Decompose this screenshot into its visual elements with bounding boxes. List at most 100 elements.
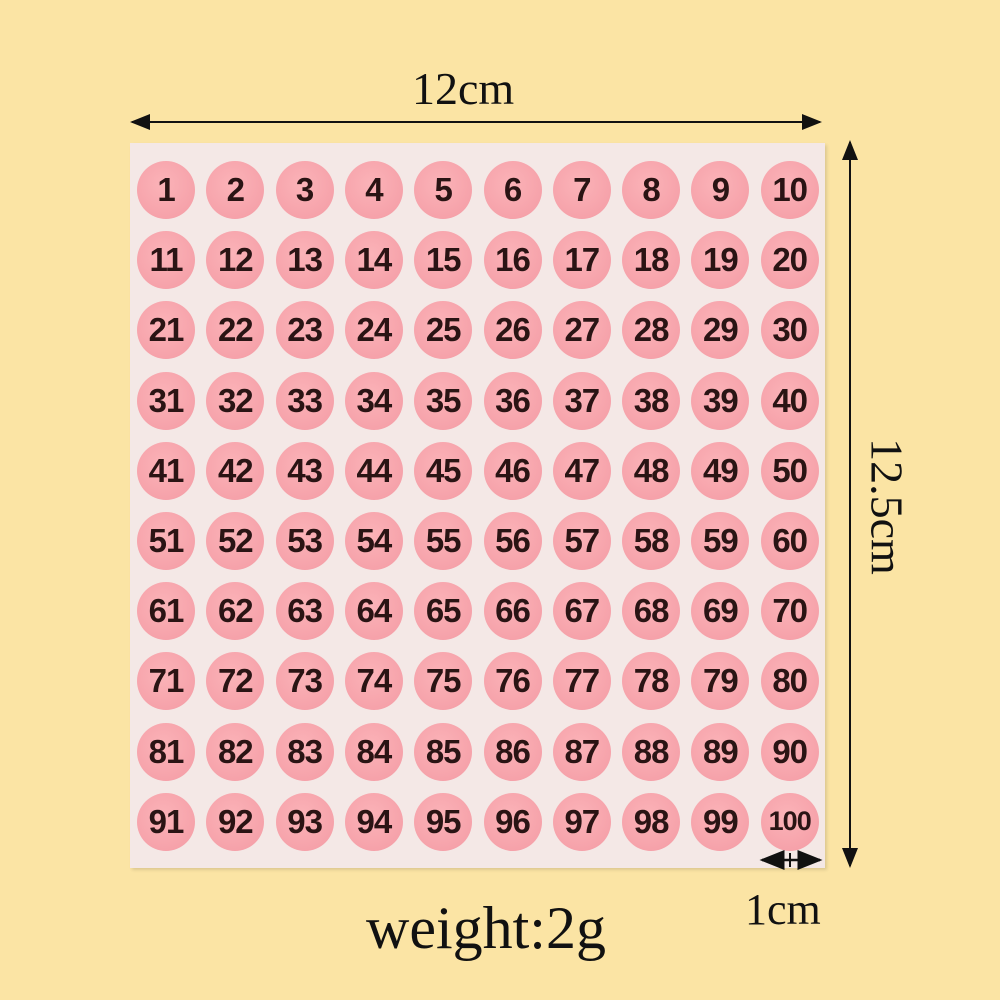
sticker-91: 91: [137, 792, 195, 851]
sticker-87: 87: [552, 722, 611, 781]
sticker-32: 32: [206, 371, 265, 430]
sticker-85: 85: [414, 722, 473, 781]
sticker-34: 34: [344, 371, 403, 430]
sticker-19: 19: [691, 231, 750, 290]
sticker-79: 79: [691, 652, 750, 711]
sticker-36: 36: [483, 371, 542, 430]
sticker-35: 35: [414, 371, 473, 430]
sticker-1: 1: [137, 161, 195, 219]
sticker-39: 39: [691, 371, 750, 430]
sticker-86: 86: [483, 722, 542, 781]
sticker-72: 72: [206, 652, 265, 711]
sticker-47: 47: [552, 441, 611, 500]
sticker-33: 33: [275, 371, 334, 430]
sticker-98: 98: [622, 792, 681, 851]
sticker-57: 57: [552, 512, 611, 570]
sticker-63: 63: [275, 582, 334, 641]
sticker-84: 84: [344, 722, 403, 781]
sticker-16: 16: [483, 231, 542, 290]
sticker-56: 56: [483, 512, 542, 570]
sticker-6: 6: [483, 161, 542, 219]
sticker-15: 15: [414, 231, 473, 290]
sticker-49: 49: [691, 441, 750, 500]
sticker-24: 24: [344, 301, 403, 360]
sticker-83: 83: [275, 722, 334, 781]
height-label: 12.5cm: [861, 438, 913, 575]
sticker-81: 81: [137, 722, 195, 781]
sticker-92: 92: [206, 792, 265, 851]
sticker-41: 41: [137, 441, 195, 500]
sticker-69: 69: [691, 582, 750, 641]
sticker-31: 31: [137, 371, 195, 430]
sticker-78: 78: [622, 652, 681, 711]
sticker-95: 95: [414, 792, 473, 851]
sticker-89: 89: [691, 722, 750, 781]
sticker-12: 12: [206, 231, 265, 290]
sticker-75: 75: [414, 652, 473, 711]
sticker-68: 68: [622, 582, 681, 641]
sticker-60: 60: [760, 512, 819, 570]
sticker-54: 54: [344, 512, 403, 570]
sticker-74: 74: [344, 652, 403, 711]
sticker-18: 18: [622, 231, 681, 290]
sticker-23: 23: [275, 301, 334, 360]
sticker-90: 90: [760, 722, 819, 781]
sticker-5: 5: [414, 161, 473, 219]
sticker-73: 73: [275, 652, 334, 711]
sticker-94: 94: [344, 792, 403, 851]
sticker-71: 71: [137, 652, 195, 711]
weight-label: weight:2g: [366, 895, 606, 961]
sticker-38: 38: [622, 371, 681, 430]
sticker-14: 14: [344, 231, 403, 290]
sticker-44: 44: [344, 441, 403, 500]
sticker-82: 82: [206, 722, 265, 781]
sticker-46: 46: [483, 441, 542, 500]
sticker-29: 29: [691, 301, 750, 360]
sticker-97: 97: [552, 792, 611, 851]
sticker-99: 99: [691, 792, 750, 851]
sticker-40: 40: [760, 371, 819, 430]
sticker-10: 10: [760, 161, 819, 219]
sticker-11: 11: [137, 231, 195, 290]
sticker-61: 61: [137, 582, 195, 641]
sticker-30: 30: [760, 301, 819, 360]
sticker-67: 67: [552, 582, 611, 641]
sticker-65: 65: [414, 582, 473, 641]
sticker-21: 21: [137, 301, 195, 360]
sticker-53: 53: [275, 512, 334, 570]
sticker-4: 4: [344, 161, 403, 219]
sticker-17: 17: [552, 231, 611, 290]
sticker-58: 58: [622, 512, 681, 570]
sticker-28: 28: [622, 301, 681, 360]
sticker-42: 42: [206, 441, 265, 500]
sticker-45: 45: [414, 441, 473, 500]
sticker-66: 66: [483, 582, 542, 641]
sticker-80: 80: [760, 652, 819, 711]
sticker-51: 51: [137, 512, 195, 570]
sticker-48: 48: [622, 441, 681, 500]
sticker-59: 59: [691, 512, 750, 570]
sticker-2: 2: [206, 161, 265, 219]
sticker-77: 77: [552, 652, 611, 711]
sticker-7: 7: [552, 161, 611, 219]
sticker-43: 43: [275, 441, 334, 500]
sticker-8: 8: [622, 161, 681, 219]
sticker-76: 76: [483, 652, 542, 711]
width-label: 12cm: [412, 63, 515, 114]
sticker-50: 50: [760, 441, 819, 500]
sticker-13: 13: [275, 231, 334, 290]
sticker-93: 93: [275, 792, 334, 851]
sticker-55: 55: [414, 512, 473, 570]
sticker-37: 37: [552, 371, 611, 430]
sticker-size-label: 1cm: [745, 885, 821, 934]
sticker-20: 20: [760, 231, 819, 290]
sticker-9: 9: [691, 161, 750, 219]
sticker-25: 25: [414, 301, 473, 360]
sticker-3: 3: [275, 161, 334, 219]
sticker-sheet: 1 2 3 4 5 6 7 8 9 10 11 12 13 14 15 16 17 18 19 20 21 22 23 24 2…: [130, 143, 825, 868]
sticker-22: 22: [206, 301, 265, 360]
sticker-52: 52: [206, 512, 265, 570]
sticker-100: 100: [760, 792, 819, 851]
sticker-70: 70: [760, 582, 819, 641]
